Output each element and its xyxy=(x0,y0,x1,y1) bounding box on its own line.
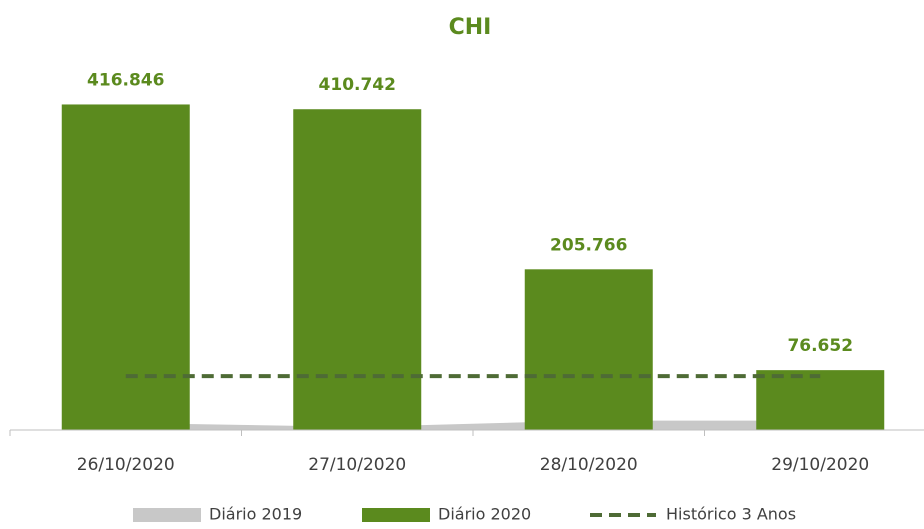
bar xyxy=(524,269,653,430)
x-tick-label: 29/10/2020 xyxy=(771,455,869,475)
bar xyxy=(293,109,422,431)
x-tick-label: 27/10/2020 xyxy=(308,455,406,475)
bar xyxy=(756,370,885,430)
data-label: 416.846 xyxy=(87,70,164,90)
bar xyxy=(61,104,190,430)
legend-swatch xyxy=(362,508,430,522)
x-tick-label: 26/10/2020 xyxy=(77,455,175,475)
area xyxy=(125,420,821,430)
legend-label: Diário 2019 xyxy=(209,505,302,524)
data-label: 205.766 xyxy=(550,235,627,255)
data-label: 410.742 xyxy=(319,75,396,95)
chart-title: CHI xyxy=(449,15,492,40)
legend-swatch xyxy=(133,508,201,522)
x-tick-label: 28/10/2020 xyxy=(540,455,638,475)
legend-label: Diário 2020 xyxy=(438,505,531,524)
data-label: 76.652 xyxy=(787,336,853,356)
legend-label: Histórico 3 Anos xyxy=(666,505,796,524)
